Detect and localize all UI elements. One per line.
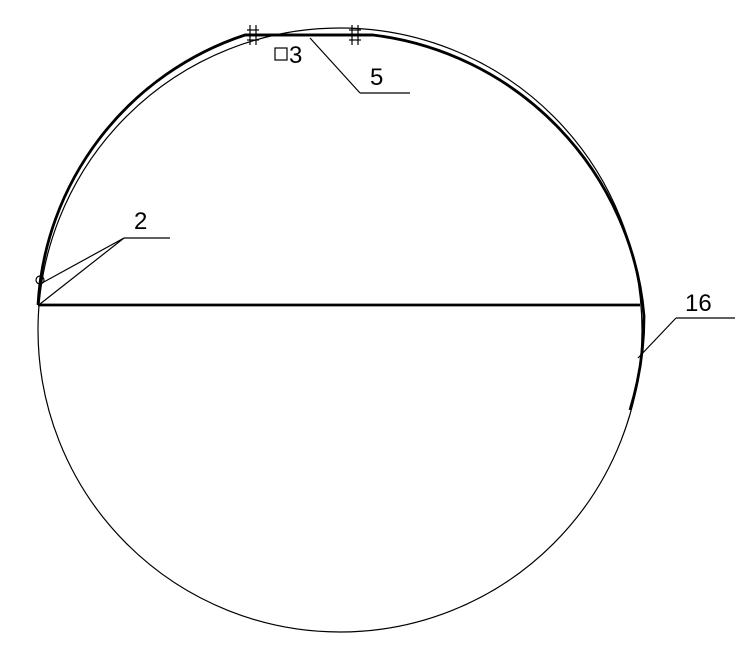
callout-label-5: 5 <box>370 64 383 92</box>
upper-arc-thick <box>38 35 644 410</box>
leader-lines <box>40 38 735 358</box>
leader-2-a <box>42 238 124 283</box>
schematic-diagram <box>0 0 740 648</box>
detail-marker-icon <box>275 48 287 60</box>
main-circle <box>38 28 642 632</box>
callout-label-3: 3 <box>289 42 302 70</box>
callout-label-16: 16 <box>685 290 712 318</box>
leader-2-b <box>40 238 124 304</box>
leader-5 <box>310 38 360 93</box>
callout-label-2: 2 <box>134 208 147 236</box>
